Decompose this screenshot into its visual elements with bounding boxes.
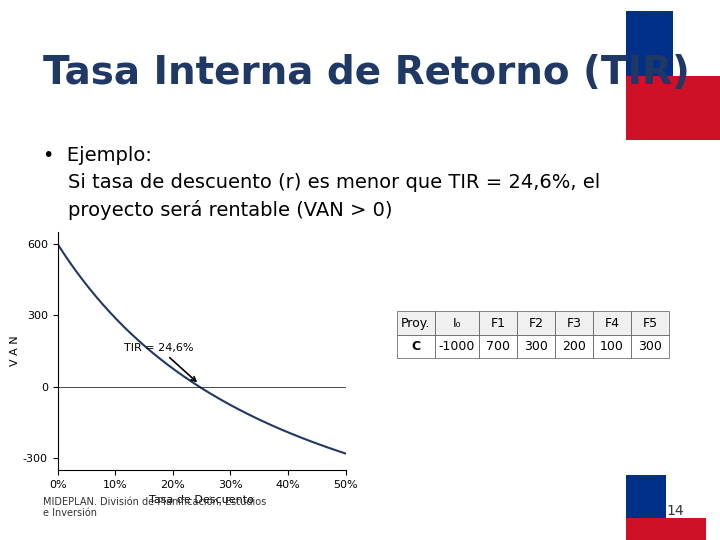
Y-axis label: V A N: V A N xyxy=(10,336,20,366)
Text: Si tasa de descuento (r) es menor que TIR = 24,6%, el: Si tasa de descuento (r) es menor que TI… xyxy=(43,173,600,192)
Text: proyecto será rentable (VAN > 0): proyecto será rentable (VAN > 0) xyxy=(43,200,392,220)
Text: Tasa Interna de Retorno (TIR): Tasa Interna de Retorno (TIR) xyxy=(43,54,690,92)
Text: 14: 14 xyxy=(667,504,684,518)
X-axis label: Tasa de Descuento: Tasa de Descuento xyxy=(149,495,254,505)
Text: •  Ejemplo:: • Ejemplo: xyxy=(43,146,152,165)
Text: TIR = 24,6%: TIR = 24,6% xyxy=(125,343,196,381)
Text: MIDEPLAN. División de Planificación, Estudios
e Inversión: MIDEPLAN. División de Planificación, Est… xyxy=(43,497,266,518)
